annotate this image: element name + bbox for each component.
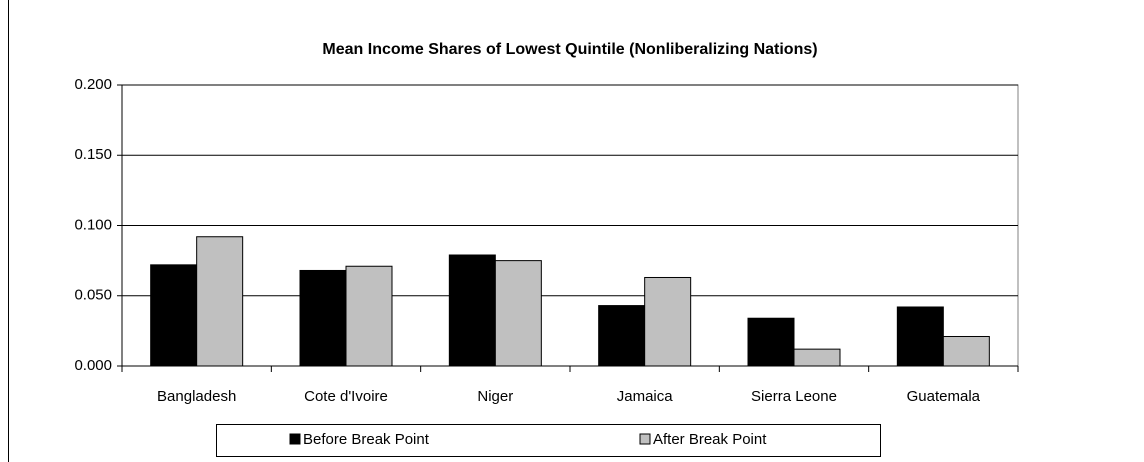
legend-swatch: [289, 433, 301, 445]
bar: [150, 264, 198, 367]
x-tick-label: Bangladesh: [157, 388, 236, 405]
x-tick-label: Sierra Leone: [751, 388, 837, 405]
y-tick-label: 0.100: [74, 216, 112, 233]
bar: [793, 348, 841, 367]
x-tick-label: Niger: [477, 388, 513, 405]
y-tick-label: 0.150: [74, 146, 112, 163]
bar: [747, 317, 795, 367]
bar: [494, 260, 542, 367]
legend-swatch: [639, 433, 651, 445]
legend-box: [216, 424, 881, 457]
y-tick-label: 0.050: [74, 287, 112, 304]
x-tick-label: Guatemala: [907, 388, 981, 405]
bar: [942, 335, 990, 367]
bar: [196, 236, 244, 367]
x-tick-label: Cote d'Ivoire: [304, 388, 388, 405]
bar: [896, 306, 944, 367]
legend-label: Before Break Point: [303, 431, 430, 448]
bar: [299, 269, 347, 367]
bar: [345, 265, 393, 367]
x-tick-label: Jamaica: [617, 388, 674, 405]
chart-title: Mean Income Shares of Lowest Quintile (N…: [322, 41, 817, 58]
bar: [448, 254, 496, 367]
bar: [644, 276, 692, 367]
legend-label: After Break Point: [653, 431, 767, 448]
y-tick-label: 0.000: [74, 357, 112, 374]
bar: [598, 305, 646, 367]
y-tick-label: 0.200: [74, 76, 112, 93]
